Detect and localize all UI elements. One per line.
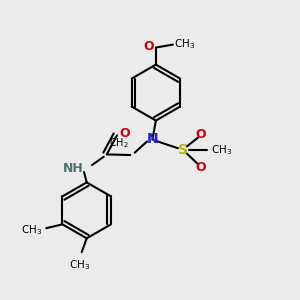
Text: CH$_3$: CH$_3$ bbox=[69, 258, 90, 272]
Text: CH$_3$: CH$_3$ bbox=[174, 38, 196, 52]
Text: S: S bbox=[178, 143, 188, 157]
Text: CH$_3$: CH$_3$ bbox=[211, 143, 232, 157]
Text: O: O bbox=[195, 128, 206, 141]
Text: CH$_2$: CH$_2$ bbox=[109, 136, 129, 150]
Text: N: N bbox=[146, 132, 158, 146]
Text: O: O bbox=[119, 127, 130, 140]
Text: NH: NH bbox=[63, 162, 84, 175]
Text: O: O bbox=[195, 160, 206, 174]
Text: O: O bbox=[143, 40, 154, 53]
Text: CH$_3$: CH$_3$ bbox=[21, 223, 42, 236]
